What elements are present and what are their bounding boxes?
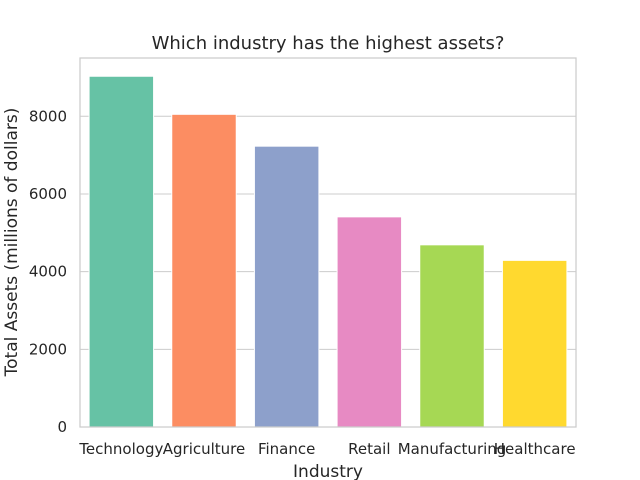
y-tick-label: 4000	[29, 263, 67, 281]
x-tick-label-technology: Technology	[78, 440, 163, 458]
bar-retail	[336, 216, 403, 428]
x-axis-label: Industry	[293, 462, 363, 480]
plot-frame	[79, 57, 577, 428]
y-tick-label: 8000	[29, 107, 67, 125]
bar-finance	[253, 145, 320, 428]
bar-healthcare	[501, 259, 568, 428]
y-tick-label: 0	[57, 418, 67, 436]
bar-manufacturing	[419, 244, 485, 428]
y-tick-label: 6000	[29, 185, 67, 203]
bar-agriculture	[171, 113, 237, 428]
x-tick-label-agriculture: Agriculture	[163, 440, 246, 458]
y-axis-label: Total Assets (millions of dollars)	[2, 108, 22, 378]
x-tick-label-finance: Finance	[258, 440, 315, 458]
y-tick-label: 2000	[29, 340, 67, 358]
x-tick-label-retail: Retail	[348, 440, 390, 458]
x-tick-label-manufacturing: Manufacturing	[398, 440, 507, 458]
bar-technology	[88, 75, 155, 428]
y-gridlines	[80, 115, 576, 428]
bars	[88, 75, 568, 428]
chart-title: Which industry has the highest assets?	[152, 33, 505, 54]
x-tick-label-healthcare: Healthcare	[494, 440, 576, 458]
x-tick-labels: Technology Agriculture Finance Retail Manufa…	[78, 440, 575, 458]
y-tick-labels: 0 2000 4000 6000 8000	[29, 107, 67, 436]
